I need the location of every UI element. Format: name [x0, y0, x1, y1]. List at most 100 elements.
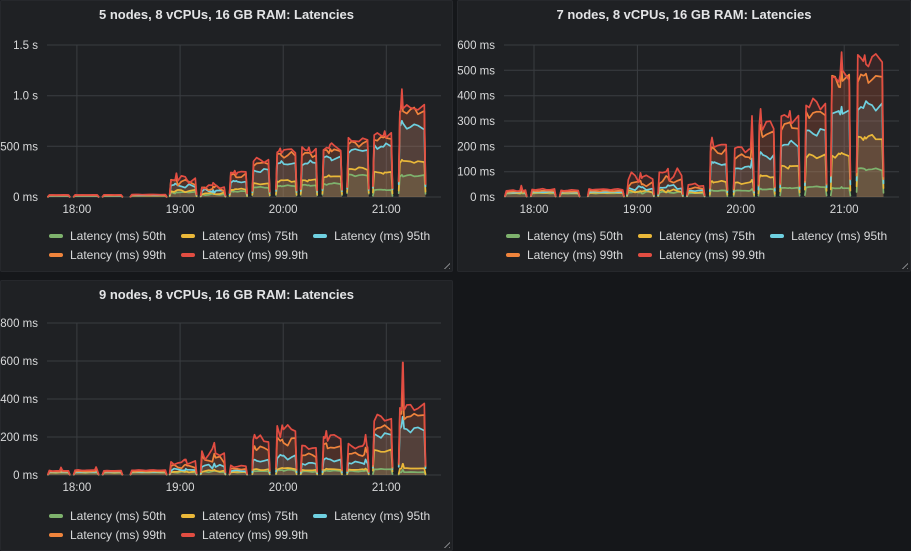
x-tick-label: 19:00: [166, 204, 195, 216]
y-tick-label: 0 ms: [13, 192, 38, 204]
panel-7-nodes-latencies: 7 nodes, 8 vCPUs, 16 GB RAM: Latencies 0…: [457, 0, 911, 272]
legend-swatch-icon: [49, 233, 63, 238]
legend-swatch-icon: [181, 532, 196, 537]
legend-item-latency-ms-99th[interactable]: Latency (ms) 99th: [506, 248, 623, 262]
series-fill-0: [48, 468, 426, 475]
y-tick-label: 0 ms: [470, 192, 495, 204]
y-tick-label: 500 ms: [0, 141, 38, 153]
legend-swatch-icon: [506, 233, 520, 238]
series-fill-1: [48, 159, 426, 197]
y-tick-label: 200 ms: [457, 141, 495, 153]
legend-swatch-icon: [181, 252, 196, 257]
y-tick-label: 1.5 s: [13, 40, 38, 52]
legend-label: Latency (ms) 95th: [334, 228, 431, 243]
series-fill-1: [505, 134, 884, 197]
x-tick-label: 19:00: [623, 204, 652, 216]
series-line-4: [47, 88, 427, 198]
x-tick-label: 20:00: [726, 204, 755, 216]
legend-label: Latency (ms) 99th: [70, 247, 167, 262]
series-fill-4: [505, 52, 884, 197]
legend-swatch-icon: [313, 233, 328, 238]
panel-resize-handle[interactable]: [441, 539, 450, 548]
latency-graph[interactable]: 0 ms 200 ms 400 ms 600 ms 800 ms 18:00 19:00 20…: [0, 280, 453, 502]
legend-item-latency-ms-99-9th[interactable]: Latency (ms) 99.9th: [638, 248, 765, 262]
legend-item-latency-ms-99-9th[interactable]: Latency (ms) 99.9th: [181, 248, 308, 262]
series-fill-2: [48, 120, 426, 197]
legend-label: Latency (ms) 99.9th: [659, 247, 766, 262]
legend-swatch-icon: [638, 252, 653, 257]
y-tick-label: 400 ms: [457, 91, 495, 103]
series-fill-2: [505, 101, 884, 197]
panel-title[interactable]: 9 nodes, 8 vCPUs, 16 GB RAM: Latencies: [98, 287, 355, 302]
series-fill-0: [505, 168, 884, 197]
legend-item-latency-ms-50th[interactable]: Latency (ms) 50th: [49, 229, 166, 243]
series-fill-4: [48, 89, 426, 197]
legend-label: Latency (ms) 75th: [202, 228, 299, 243]
legend-item-latency-ms-95th[interactable]: Latency (ms) 95th: [770, 229, 887, 243]
x-tick-label: 18:00: [63, 204, 92, 216]
legend-swatch-icon: [181, 233, 196, 238]
legend: Latency (ms) 50th Latency (ms) 75th Latenc…: [506, 226, 887, 264]
series-line-4: [47, 361, 427, 476]
legend-label: Latency (ms) 50th: [70, 508, 167, 523]
legend-item-latency-ms-75th[interactable]: Latency (ms) 75th: [638, 229, 755, 243]
legend-item-latency-ms-99th[interactable]: Latency (ms) 99th: [49, 248, 166, 262]
panel-title[interactable]: 5 nodes, 8 vCPUs, 16 GB RAM: Latencies: [98, 7, 355, 22]
legend-item-latency-ms-99th[interactable]: Latency (ms) 99th: [49, 528, 166, 542]
panel-9-nodes-latencies: 9 nodes, 8 vCPUs, 16 GB RAM: Latencies 0…: [0, 280, 453, 551]
x-tick-label: 21:00: [372, 204, 401, 216]
y-tick-label: 0 ms: [13, 470, 38, 482]
x-tick-label: 18:00: [520, 204, 549, 216]
x-tick-label: 18:00: [63, 482, 92, 494]
legend-swatch-icon: [49, 513, 63, 518]
legend-label: Latency (ms) 75th: [659, 228, 756, 243]
x-tick-label: 21:00: [372, 482, 401, 494]
legend-swatch-icon: [181, 513, 196, 518]
y-tick-label: 600 ms: [0, 356, 38, 368]
legend-row: Latency (ms) 50th Latency (ms) 75th Latenc…: [506, 226, 887, 245]
legend-swatch-icon: [638, 233, 653, 238]
legend-label: Latency (ms) 99.9th: [202, 527, 309, 542]
legend-swatch-icon: [49, 532, 63, 537]
x-tick-label: 20:00: [269, 482, 298, 494]
legend: Latency (ms) 50th Latency (ms) 75th Latenc…: [49, 506, 430, 544]
panel-resize-handle[interactable]: [899, 260, 908, 269]
legend-item-latency-ms-50th[interactable]: Latency (ms) 50th: [49, 509, 166, 523]
legend-swatch-icon: [506, 252, 520, 257]
legend-item-latency-ms-50th[interactable]: Latency (ms) 50th: [506, 229, 623, 243]
panel-resize-handle[interactable]: [441, 260, 450, 269]
series-fill-0: [48, 174, 426, 197]
legend-label: Latency (ms) 99th: [527, 247, 624, 262]
legend-row: Latency (ms) 50th Latency (ms) 75th Latenc…: [49, 226, 430, 245]
x-tick-label: 20:00: [269, 204, 298, 216]
latency-graph[interactable]: 0 ms 100 ms 200 ms 300 ms 400 ms 500 ms 600 ms…: [457, 0, 911, 222]
legend-row: Latency (ms) 99th Latency (ms) 99.9th: [506, 245, 887, 264]
legend: Latency (ms) 50th Latency (ms) 75th Latenc…: [49, 226, 430, 264]
legend-label: Latency (ms) 95th: [791, 228, 888, 243]
y-tick-label: 100 ms: [457, 167, 495, 179]
legend-item-latency-ms-95th[interactable]: Latency (ms) 95th: [313, 509, 430, 523]
x-tick-label: 19:00: [166, 482, 195, 494]
y-tick-label: 600 ms: [457, 40, 495, 52]
x-tick-label: 21:00: [830, 204, 859, 216]
latency-graph[interactable]: 0 ms 500 ms 1.0 s 1.5 s 18:00 19:00 20:00 21:00: [0, 0, 453, 222]
legend-item-latency-ms-75th[interactable]: Latency (ms) 75th: [181, 229, 298, 243]
legend-item-latency-ms-75th[interactable]: Latency (ms) 75th: [181, 509, 298, 523]
y-tick-label: 1.0 s: [13, 91, 38, 103]
legend-row: Latency (ms) 99th Latency (ms) 99.9th: [49, 245, 430, 264]
legend-row: Latency (ms) 99th Latency (ms) 99.9th: [49, 525, 430, 544]
legend-label: Latency (ms) 95th: [334, 508, 431, 523]
panel-5-nodes-latencies: 5 nodes, 8 vCPUs, 16 GB RAM: Latencies 0…: [0, 0, 453, 272]
series-fill-3: [505, 67, 884, 198]
series-fill-3: [48, 100, 426, 197]
legend-item-latency-ms-99-9th[interactable]: Latency (ms) 99.9th: [181, 528, 308, 542]
y-tick-label: 500 ms: [457, 65, 495, 77]
y-tick-label: 400 ms: [0, 394, 38, 406]
legend-label: Latency (ms) 75th: [202, 508, 299, 523]
legend-item-latency-ms-95th[interactable]: Latency (ms) 95th: [313, 229, 430, 243]
legend-label: Latency (ms) 99.9th: [202, 247, 309, 262]
legend-label: Latency (ms) 50th: [527, 228, 624, 243]
y-tick-label: 800 ms: [0, 318, 38, 330]
legend-label: Latency (ms) 99th: [70, 527, 167, 542]
panel-title[interactable]: 7 nodes, 8 vCPUs, 16 GB RAM: Latencies: [556, 7, 812, 22]
